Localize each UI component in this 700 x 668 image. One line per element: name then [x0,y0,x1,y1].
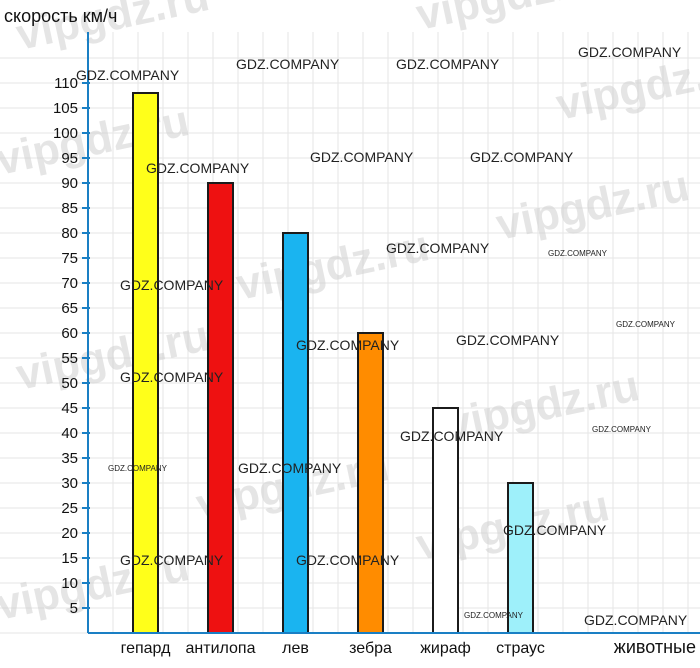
category-label: антилопа [186,640,256,657]
company-watermark: GDZ.COMPANY [120,552,224,568]
y-tick-label: 10 [61,575,78,592]
company-watermark: GDZ.COMPANY [238,460,342,476]
y-tick-label: 45 [61,400,78,417]
x-axis-title: животные [614,637,696,657]
y-tick-label: 70 [61,275,78,292]
company-watermark: GDZ.COMPANY [76,67,180,83]
company-watermark: GDZ.COMPANY [396,56,500,72]
y-tick-label: 30 [61,475,78,492]
company-watermark: GDZ.COMPANY [503,522,607,538]
bar-5 [507,482,534,634]
y-tick-label: 80 [61,225,78,242]
company-watermark: GDZ.COMPANY [400,428,504,444]
company-watermark: GDZ.COMPANY [120,369,224,385]
y-tick-label: 35 [61,450,78,467]
company-watermark: GDZ.COMPANY [616,320,676,329]
category-label: жираф [420,640,471,657]
y-tick-label: 90 [61,175,78,192]
company-watermark: GDZ.COMPANY [578,44,682,60]
company-watermark: GDZ.COMPANY [456,332,560,348]
y-tick-label: 50 [61,375,78,392]
y-tick-label: 40 [61,425,78,442]
category-label: страус [496,640,545,657]
y-tick-label: 15 [61,550,78,567]
y-tick-label: 25 [61,500,78,517]
company-watermark: GDZ.COMPANY [108,464,168,473]
company-watermark: GDZ.COMPANY [296,552,400,568]
y-tick-label: 105 [53,100,78,117]
company-watermark: GDZ.COMPANY [296,337,400,353]
y-tick-label: 85 [61,200,78,217]
y-tick-label: 55 [61,350,78,367]
company-watermark: GDZ.COMPANY [386,240,490,256]
category-label: гепард [121,640,171,657]
company-watermark: GDZ.COMPANY [548,249,608,258]
y-tick-label: 100 [53,125,78,142]
grid [0,32,700,634]
y-ticks: 5 10 15 20 25 30 35 40 45 50 55 60 65 70 75 80 85 90 95 100… [53,75,90,617]
company-watermark: GDZ.COMPANY [464,611,524,620]
site-watermark: vipgdz.ru [232,221,433,310]
y-tick-label: 75 [61,250,78,267]
y-tick-label: 110 [54,75,78,92]
y-axis-title: скорость км/ч [4,6,117,26]
bar-2 [282,232,309,634]
y-tick-label: 65 [61,300,78,317]
company-watermark: GDZ.COMPANY [146,160,250,176]
bar-0 [132,92,159,634]
y-tick-label: 60 [61,325,78,342]
category-label: лев [282,640,309,657]
category-labels: гепард антилопа лев зебра жираф страус [121,640,545,657]
company-watermarks: GDZ.COMPANY GDZ.COMPANY GDZ.COMPANY GDZ.COM… [76,44,688,628]
company-watermark: GDZ.COMPANY [310,149,414,165]
company-watermark: GDZ.COMPANY [120,277,224,293]
company-watermark: GDZ.COMPANY [592,425,652,434]
bar-4 [432,407,459,634]
bar-3 [357,332,384,634]
y-tick-label: 95 [61,150,78,167]
category-label: зебра [349,640,392,657]
company-watermark: GDZ.COMPANY [236,56,340,72]
company-watermark: GDZ.COMPANY [584,612,688,628]
y-tick-label: 20 [61,525,78,542]
company-watermark: GDZ.COMPANY [470,149,574,165]
y-tick-label: 5 [70,600,78,617]
